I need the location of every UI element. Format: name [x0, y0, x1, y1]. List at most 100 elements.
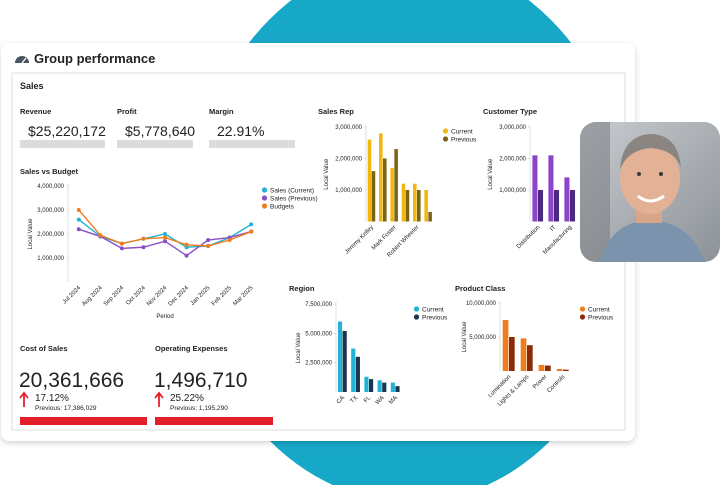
kpi-label: Cost of Sales [20, 344, 68, 353]
chart-title: Product Class [455, 284, 505, 293]
legend-label: Previous [588, 315, 614, 322]
bar [424, 190, 428, 222]
legend-swatch [261, 203, 268, 209]
bar [383, 158, 387, 222]
y-tick-label: 3,000,000 [499, 125, 526, 131]
bar [538, 364, 545, 371]
y-axis-label: Local Value [488, 158, 494, 190]
bar [390, 382, 395, 392]
point [163, 235, 167, 240]
bar [509, 337, 515, 371]
legend-label: Sales (Previous) [270, 196, 318, 203]
kpi-group: Revenue $25,220,172 Profit $5,778,640 Margin… [19, 107, 295, 425]
y-tick-label: 7,500,000 [305, 302, 332, 308]
up-arrow [154, 391, 164, 407]
bar [351, 348, 356, 392]
kpi-previous: Previous: 1,195,290 [170, 405, 228, 412]
y-tick-label: 4,000,000 [37, 184, 64, 190]
legend-swatch [442, 128, 449, 134]
bar [394, 149, 398, 222]
y-tick-label: 3,000,000 [37, 208, 64, 214]
point [249, 229, 254, 234]
kpi-value: 1,496,710 [154, 369, 247, 392]
y-tick-label: 5,000,000 [305, 331, 332, 337]
y-tick-label: 1,000,000 [499, 188, 526, 194]
bar [395, 386, 400, 392]
x-tick-label: FL [363, 395, 373, 405]
chart-title: Customer Type [483, 107, 537, 116]
kpi-bar [20, 140, 105, 148]
y-tick-label: 5,000,000 [469, 335, 496, 341]
bar [563, 369, 569, 371]
bar [379, 133, 383, 222]
kpi-bar [20, 417, 147, 425]
bar [337, 321, 343, 392]
kpi-bar [155, 417, 273, 425]
legend-swatch [579, 306, 586, 312]
kpi-value: 20,361,666 [19, 369, 124, 392]
point [163, 232, 167, 236]
bar [390, 167, 394, 222]
legend-swatch [413, 314, 420, 320]
bar [417, 190, 421, 222]
legend-label: Current [451, 129, 473, 136]
bar [413, 183, 417, 222]
legend-label: Previous [451, 137, 477, 144]
y-axis-label: Local Value [28, 218, 34, 250]
kpi-label: Margin [209, 107, 234, 116]
x-tick-label: WA [375, 395, 386, 406]
photo [580, 122, 720, 262]
bar [502, 320, 509, 371]
kpi-label: Operating Expenses [155, 344, 228, 353]
point [141, 236, 146, 241]
bar [570, 190, 576, 222]
bar [369, 379, 374, 392]
point [76, 208, 81, 212]
point [184, 242, 189, 247]
kpi-label: Revenue [20, 107, 51, 116]
y-tick-label: 10,000,000 [466, 301, 497, 307]
chart: Region 2,500,000 5,000,000 7,500,000 Local V… [289, 284, 448, 406]
point [119, 241, 124, 246]
x-axis-label: Period [156, 314, 173, 320]
x-tick-label: IT [549, 224, 557, 232]
y-tick-label: 2,000,000 [335, 157, 362, 163]
legend-label: Current [588, 307, 610, 314]
point [206, 238, 211, 242]
point [119, 246, 124, 251]
kpi-value: 22.91% [217, 123, 264, 139]
legend-label: Sales (Current) [270, 188, 314, 195]
legend-label: Previous [422, 315, 448, 322]
y-axis-label: Local Value [324, 158, 330, 190]
bar [538, 190, 544, 222]
x-tick-label: TX [350, 395, 360, 405]
bar [545, 365, 551, 371]
kpi-value: $5,778,640 [125, 123, 195, 139]
legend-swatch [261, 195, 268, 201]
y-tick-label: 2,000,000 [37, 232, 64, 238]
point [163, 239, 167, 244]
bar [377, 380, 382, 392]
point [141, 245, 146, 250]
x-tick-label: MA [388, 395, 399, 406]
bar [564, 177, 570, 222]
up-arrow [19, 391, 29, 407]
bar [401, 183, 406, 222]
point [227, 238, 232, 242]
bar [355, 356, 360, 392]
kpi-bar [209, 140, 295, 148]
bar [556, 368, 563, 371]
y-axis-label: Local Value [296, 332, 302, 364]
legend-swatch [442, 136, 449, 142]
bar [382, 382, 387, 392]
bar [371, 171, 376, 222]
kpi-change: 17.12% [35, 393, 69, 404]
kpi-value: $25,220,172 [28, 123, 106, 139]
bar [367, 139, 372, 222]
point [98, 233, 103, 238]
chart-title: Sales Rep [318, 107, 354, 116]
kpi-previous: Previous: 17,386,029 [35, 405, 97, 412]
bar [554, 190, 560, 222]
